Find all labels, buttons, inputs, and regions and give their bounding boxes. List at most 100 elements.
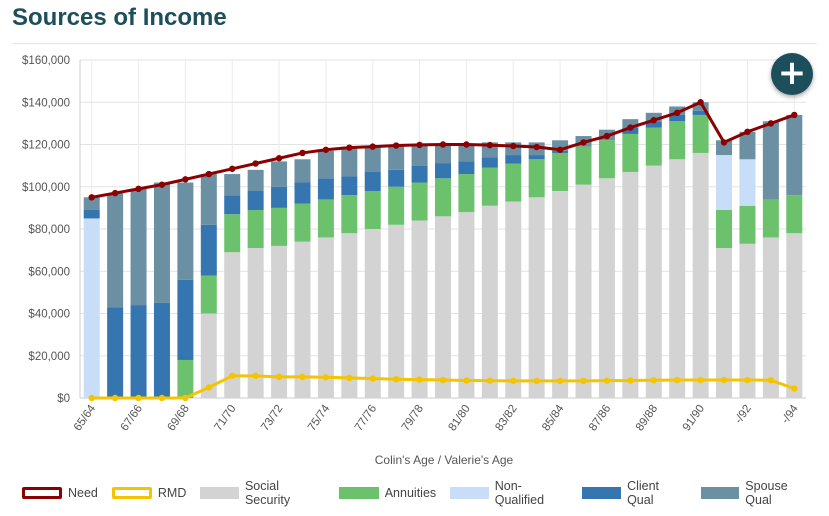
bar-social-security[interactable] bbox=[271, 245, 288, 398]
rmd-point[interactable] bbox=[627, 377, 634, 384]
bar-social-security[interactable] bbox=[598, 178, 615, 398]
bar-annuities[interactable] bbox=[481, 167, 498, 206]
bar-social-security[interactable] bbox=[692, 152, 709, 398]
rmd-point[interactable] bbox=[205, 384, 213, 391]
bar-client-qual[interactable] bbox=[458, 161, 475, 175]
bar-spouse-qual[interactable] bbox=[294, 159, 311, 183]
bar-social-security[interactable] bbox=[552, 190, 569, 398]
rmd-point[interactable] bbox=[791, 385, 798, 392]
bar-spouse-qual[interactable] bbox=[552, 140, 569, 151]
bar-annuities[interactable] bbox=[388, 186, 405, 225]
bar-annuities[interactable] bbox=[739, 205, 756, 244]
need-point[interactable] bbox=[346, 144, 353, 151]
bar-social-security[interactable] bbox=[762, 237, 779, 398]
need-point[interactable] bbox=[392, 142, 400, 149]
bar-client-qual[interactable] bbox=[341, 176, 358, 196]
rmd-point[interactable] bbox=[252, 372, 259, 380]
rmd-point[interactable] bbox=[275, 373, 283, 381]
need-point[interactable] bbox=[580, 139, 587, 146]
bar-client-qual[interactable] bbox=[435, 163, 451, 179]
need-point[interactable] bbox=[720, 139, 728, 146]
bar-social-security[interactable] bbox=[669, 159, 686, 398]
need-point[interactable] bbox=[439, 141, 447, 148]
bar-spouse-qual[interactable] bbox=[739, 131, 756, 160]
need-point[interactable] bbox=[135, 185, 142, 193]
need-point[interactable] bbox=[205, 170, 213, 178]
need-point[interactable] bbox=[744, 128, 751, 136]
need-point[interactable] bbox=[533, 143, 540, 151]
bar-social-security[interactable] bbox=[505, 201, 522, 398]
rmd-point[interactable] bbox=[744, 376, 751, 384]
bar-spouse-qual[interactable] bbox=[435, 144, 451, 164]
rmd-point[interactable] bbox=[299, 373, 306, 381]
bar-annuities[interactable] bbox=[786, 195, 803, 234]
bar-client-qual[interactable] bbox=[669, 114, 686, 122]
bar-spouse-qual[interactable] bbox=[83, 197, 100, 210]
need-point[interactable] bbox=[322, 146, 330, 153]
bar-social-security[interactable] bbox=[739, 243, 756, 398]
bar-client-qual[interactable] bbox=[247, 190, 264, 210]
bar-client-qual[interactable] bbox=[528, 155, 545, 160]
need-point[interactable] bbox=[673, 109, 681, 117]
need-point[interactable] bbox=[650, 117, 657, 124]
bar-social-security[interactable] bbox=[575, 184, 592, 398]
rmd-point[interactable] bbox=[510, 377, 517, 385]
bar-non-qualified[interactable] bbox=[83, 218, 100, 398]
bar-social-security[interactable] bbox=[528, 197, 545, 398]
bar-social-security[interactable] bbox=[716, 248, 733, 398]
need-point[interactable] bbox=[556, 146, 564, 153]
legend-item-annuities[interactable]: Annuities bbox=[338, 486, 436, 500]
rmd-point[interactable] bbox=[533, 377, 540, 385]
need-point[interactable] bbox=[252, 160, 259, 167]
bar-social-security[interactable] bbox=[411, 220, 428, 398]
bar-client-qual[interactable] bbox=[130, 305, 147, 398]
rmd-point[interactable] bbox=[369, 375, 376, 382]
bar-client-qual[interactable] bbox=[294, 182, 311, 204]
rmd-point[interactable] bbox=[673, 376, 681, 384]
bar-client-qual[interactable] bbox=[107, 307, 124, 398]
rmd-point[interactable] bbox=[650, 377, 657, 384]
bar-client-qual[interactable] bbox=[388, 169, 405, 187]
bar-annuities[interactable] bbox=[294, 203, 311, 242]
bar-annuities[interactable] bbox=[622, 133, 639, 172]
need-point[interactable] bbox=[275, 155, 283, 162]
bar-client-qual[interactable] bbox=[271, 186, 288, 208]
need-point[interactable] bbox=[627, 124, 634, 131]
bar-social-security[interactable] bbox=[200, 313, 217, 399]
need-point[interactable] bbox=[603, 132, 611, 140]
need-point[interactable] bbox=[88, 194, 95, 201]
need-point[interactable] bbox=[111, 189, 119, 197]
bar-client-qual[interactable] bbox=[411, 165, 428, 183]
legend-item-need[interactable]: Need bbox=[22, 486, 98, 500]
bar-client-qual[interactable] bbox=[481, 157, 498, 168]
need-point[interactable] bbox=[510, 142, 517, 150]
legend-item-social-security[interactable]: Social Security bbox=[200, 479, 324, 507]
bar-annuities[interactable] bbox=[716, 209, 733, 249]
need-point[interactable] bbox=[229, 165, 236, 172]
bar-annuities[interactable] bbox=[271, 207, 288, 246]
bar-client-qual[interactable] bbox=[505, 155, 522, 164]
bar-annuities[interactable] bbox=[692, 114, 709, 153]
legend-item-spouse-qual[interactable]: Spouse Qual bbox=[700, 479, 815, 507]
bar-spouse-qual[interactable] bbox=[458, 144, 475, 162]
bar-social-security[interactable] bbox=[481, 205, 498, 398]
need-point[interactable] bbox=[767, 120, 775, 127]
need-point[interactable] bbox=[369, 143, 376, 150]
rmd-point[interactable] bbox=[486, 377, 494, 384]
bar-spouse-qual[interactable] bbox=[786, 114, 803, 196]
legend-item-rmd[interactable]: RMD bbox=[111, 486, 186, 500]
bar-client-qual[interactable] bbox=[692, 110, 709, 115]
bar-social-security[interactable] bbox=[622, 171, 639, 398]
bar-client-qual[interactable] bbox=[177, 279, 194, 360]
rmd-point[interactable] bbox=[463, 377, 470, 384]
rmd-point[interactable] bbox=[135, 394, 142, 402]
rmd-point[interactable] bbox=[603, 377, 611, 384]
bar-social-security[interactable] bbox=[247, 248, 264, 398]
bar-annuities[interactable] bbox=[364, 190, 381, 229]
bar-annuities[interactable] bbox=[177, 359, 194, 398]
bar-annuities[interactable] bbox=[575, 146, 592, 185]
bar-client-qual[interactable] bbox=[224, 195, 241, 215]
bar-social-security[interactable] bbox=[224, 252, 241, 398]
bar-annuities[interactable] bbox=[317, 199, 334, 238]
bar-non-qualified[interactable] bbox=[739, 159, 756, 206]
